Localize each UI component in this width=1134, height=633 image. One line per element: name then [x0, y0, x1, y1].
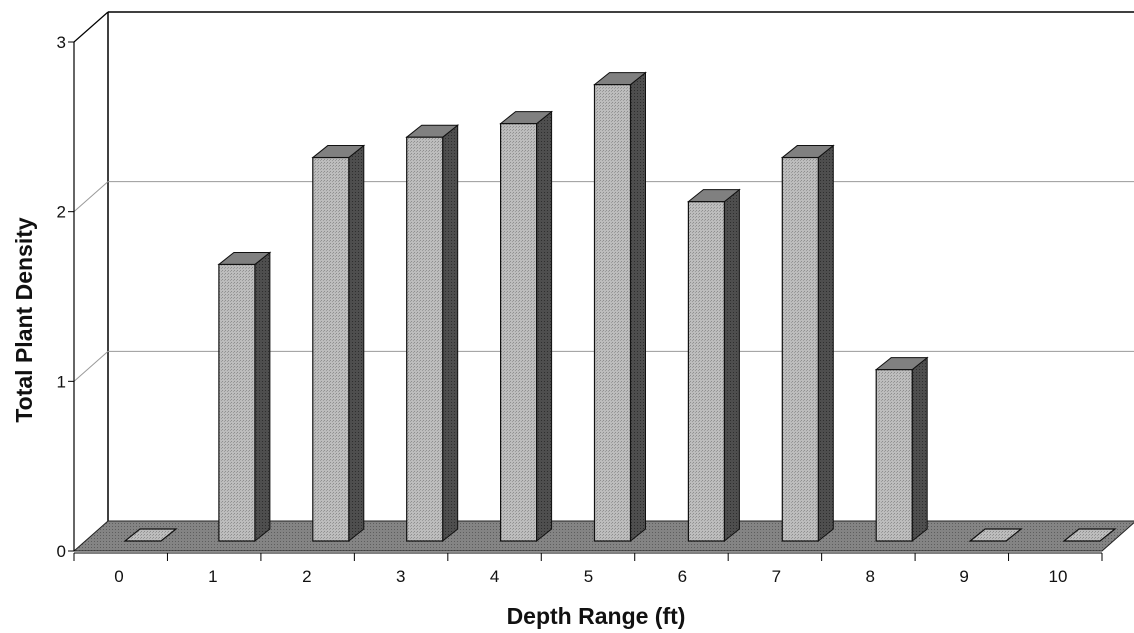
y-tick-label: 3: [57, 33, 66, 52]
x-tick-label: 4: [490, 567, 499, 586]
bar-10: [1062, 528, 1117, 542]
x-tick-label: 5: [584, 567, 593, 586]
bar-front: [406, 136, 444, 542]
side-wall-top-edge: [73, 11, 109, 43]
bar-6: [686, 188, 741, 543]
bar-front: [218, 263, 256, 542]
bar-1: [217, 251, 272, 543]
x-tick-label: 2: [302, 567, 311, 586]
bar-flat: [968, 528, 1023, 542]
bar-front: [500, 123, 538, 542]
bar-4: [499, 110, 554, 543]
x-axis-title: Depth Range (ft): [507, 603, 686, 629]
bar-side: [723, 188, 740, 543]
bar-8: [874, 356, 929, 543]
x-tick-label: 7: [772, 567, 781, 586]
bar-side: [630, 71, 646, 543]
y-axis-title: Total Plant Density: [11, 217, 37, 423]
bar-front: [687, 201, 726, 542]
bar-front: [875, 369, 913, 542]
x-tick-label: 10: [1049, 567, 1068, 586]
bar-0: [123, 528, 178, 542]
bar-9: [968, 528, 1023, 542]
bar-flat: [1062, 528, 1117, 542]
y-tick-label: 2: [57, 203, 66, 222]
bar-side: [348, 144, 365, 543]
bar-3: [405, 124, 460, 543]
y-tick-label: 1: [57, 372, 66, 391]
y-tick-labels: 0 1 2 3: [57, 33, 66, 561]
bar-side: [817, 144, 834, 543]
x-tick-label: 1: [208, 567, 217, 586]
bar-front: [781, 156, 819, 542]
bar-side: [911, 356, 928, 543]
x-tick-label: 6: [678, 567, 687, 586]
x-tick-label: 8: [865, 567, 874, 586]
bars: [123, 71, 1117, 543]
x-tick-label: 9: [959, 567, 968, 586]
bar-side: [254, 251, 271, 543]
bar-flat: [123, 528, 178, 542]
bar-5: [593, 71, 647, 543]
plot-frame: [73, 11, 1134, 521]
x-tick-label: 3: [396, 567, 405, 586]
x-tick-labels: 0 1 2 3 4 5 6 7 8 9 10: [114, 567, 1067, 586]
bar-front: [312, 156, 350, 542]
gridline-side: [73, 350, 109, 382]
y-tick-label: 0: [57, 542, 66, 561]
x-tick-label: 0: [114, 567, 123, 586]
bar-2: [311, 144, 366, 543]
bar-side: [442, 124, 459, 543]
bar-side: [536, 110, 553, 543]
axes: [68, 41, 1103, 561]
gridline-side: [73, 181, 109, 213]
bar-7: [780, 144, 835, 543]
bar-front: [593, 83, 632, 542]
